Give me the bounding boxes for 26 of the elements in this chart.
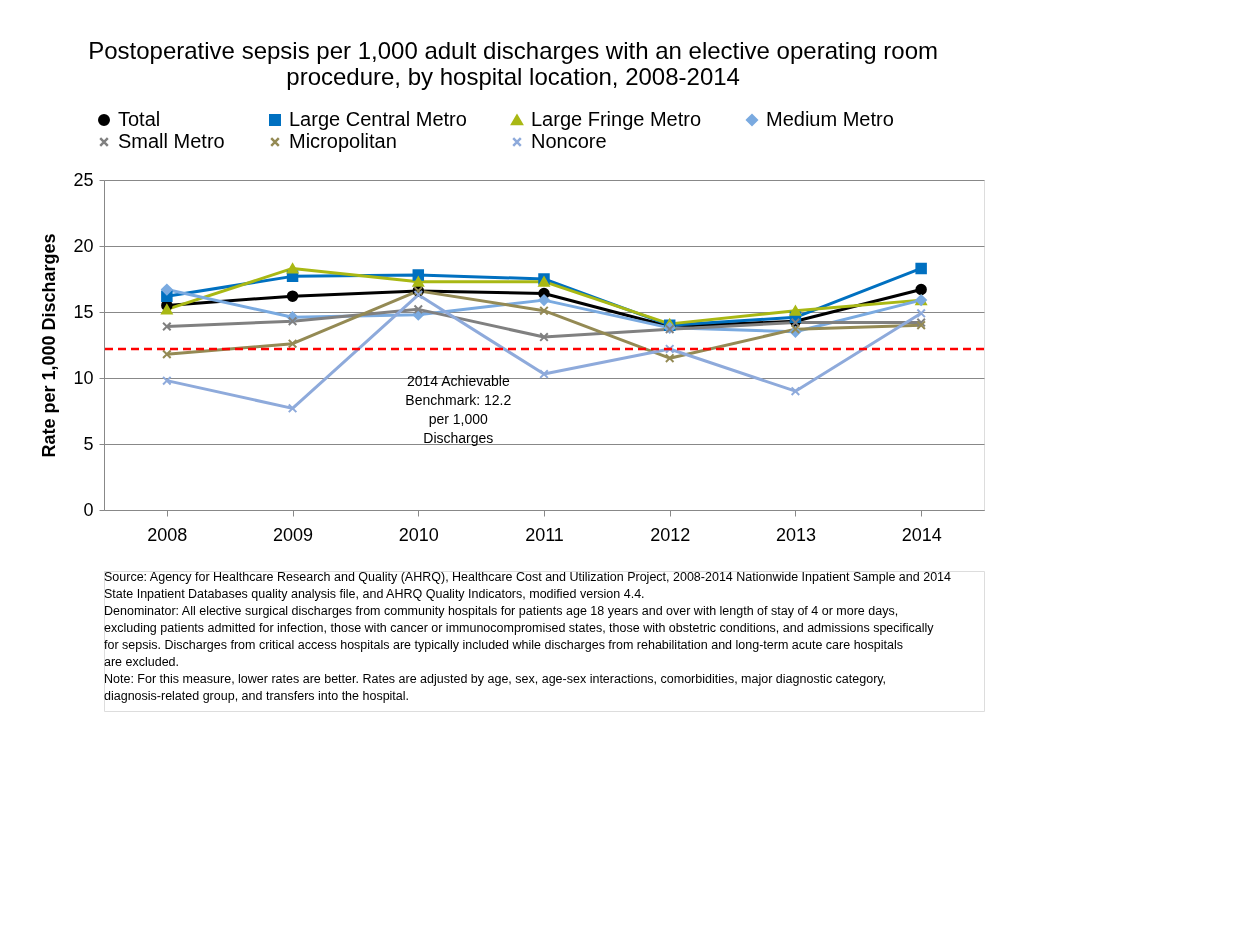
x-tick-label: 2013: [775, 524, 816, 545]
legend-label: Large Fringe Metro: [531, 108, 702, 130]
y-tick-label: 25: [73, 169, 94, 190]
legend-label: Noncore: [531, 130, 607, 152]
y-tick-label: 0: [83, 499, 94, 520]
x-tick-label: 2014: [901, 524, 942, 545]
text: Denominator: All elective surgical discharges from community hospitals for patients age 18 years and over with length of stay of 4 or more days, excluding patients admitted for infection, those with cancer or immunocompromised states, those with obstetric conditions, and admissions specifically for sepsis. Discharges from critical access hospitals are typically included while discharges from rehabilitation and long-term acute care hospitals are excluded.: [104, 604, 935, 669]
x-tick-label: 2012: [650, 524, 691, 545]
legend-label: Micropolitan: [289, 130, 397, 152]
legend-label: Large Central Metro: [289, 108, 467, 130]
legend-label: Medium Metro: [766, 108, 894, 130]
ref-line-label: 2014 Achievable Benchmark: 12.2 per 1,000 Discharges: [405, 372, 512, 446]
y-axis-title: Rate per 1,000 Discharges: [39, 233, 60, 458]
y-tick-label: 5: [83, 433, 94, 454]
y-tick-label: 10: [73, 367, 94, 388]
legend-label: Small Metro: [118, 130, 225, 152]
x-tick-label: 2010: [398, 524, 439, 545]
y-tick-label: 15: [73, 301, 94, 322]
text: Note: For this measure, lower rates are better. Rates are adjusted by age, sex, age-sex interactions, comorbidities, major diagnostic category, diagnosis-related group, and transfers into the hospital.: [104, 672, 887, 703]
x-tick-label: 2008: [147, 524, 188, 545]
y-tick-label: 20: [73, 235, 94, 256]
source-note: Source: Agency for Healthcare Research and Quality (AHRQ), Healthcare Cost and Utilization Project, 2008-2014 Nationwide Inpatient Sample and 2014 State Inpatient Databases quality analysis file, and AHRQ Quality Indicators, modified version 4.4.: [104, 570, 952, 601]
x-tick-label: 2011: [525, 524, 564, 545]
legend-label: Total: [118, 108, 161, 130]
chart-title: Postoperative sepsis per 1,000 adult discharges with an elective operating room procedure, by hospital location, 2008-2014: [88, 37, 939, 90]
x-tick-label: 2009: [273, 524, 314, 545]
